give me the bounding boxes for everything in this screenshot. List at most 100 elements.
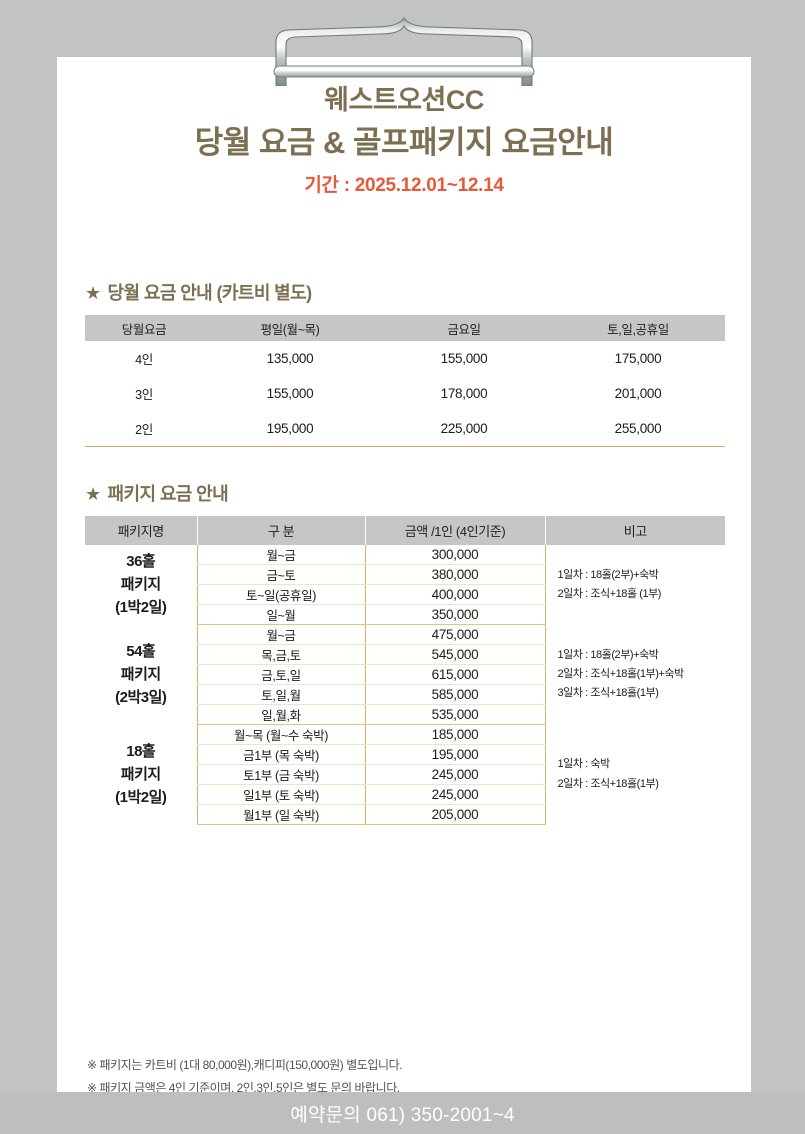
cell-amount: 380,000 (365, 564, 546, 585)
column-header-division: 구 분 (197, 516, 366, 545)
cell-weekday: 135,000 (266, 351, 314, 366)
cell-amount: 300,000 (365, 545, 546, 565)
package-name-line2: 패키지 (120, 576, 161, 594)
cell-amount: 585,000 (365, 684, 546, 705)
cell-weekday: 155,000 (266, 386, 314, 401)
cell-division: 일1부 (토 숙박) (196, 784, 366, 805)
paper-sheet: 웨스트오션CC 당월 요금 & 골프패키지 요금안내 기간 : 2025.12.… (57, 57, 751, 1119)
cell-amount: 545,000 (365, 644, 546, 665)
table-row: 18홀 패키지 (1박2일) 월~목 (월~수 숙박) 185,000 1일차 … (85, 724, 725, 806)
cell-friday: 155,000 (440, 351, 488, 366)
star-icon: ★ (85, 283, 101, 303)
table-row: 토1부 (금 숙박) 245,000 (85, 764, 725, 785)
cell-division: 월1부 (일 숙박) (196, 804, 366, 825)
cell-amount: 205,000 (365, 804, 546, 825)
package-name-cell: 18홀 패키지 (1박2일) (85, 725, 197, 825)
package-name-line1: 54홀 (126, 642, 156, 660)
cell-division: 일,월,화 (196, 704, 366, 725)
table-row: 3인 155,000 178,000 201,000 (85, 376, 725, 411)
cell-friday: 178,000 (440, 386, 488, 401)
table-row: 54홀 패키지 (2박3일) 월~금 475,000 1일차 : 18홀(2부)… (85, 624, 725, 706)
table-header-row: 당월요금 평일(월~목) 금요일 토,일,공휴일 (85, 315, 725, 341)
package-name-line2: 패키지 (120, 765, 161, 783)
cell-division: 목,금,토 (196, 644, 366, 665)
cell-amount: 245,000 (365, 784, 546, 805)
table-header-row: 패키지명 구 분 금액 /1인 (4인기준) 비고 (85, 516, 725, 545)
monthly-rate-table: 당월요금 평일(월~목) 금요일 토,일,공휴일 4인 135,000 155,… (85, 315, 725, 447)
reservation-contact: 예약문의 061) 350-2001~4 (290, 1104, 515, 1126)
table-row: 금,토,일 615,000 (85, 664, 725, 685)
remark-line2: 2일차 : 조식+18홀(1부)+숙박 (557, 667, 685, 680)
row-label: 2인 (85, 411, 203, 447)
package-name-line3: (2박3일) (115, 689, 167, 707)
monthly-section-heading: ★ 당월 요금 안내 (카트비 별도) (85, 279, 312, 305)
column-header-remark: 비고 (545, 516, 725, 545)
table-row: 일1부 (토 숙박) 245,000 (85, 784, 725, 805)
cell-division: 토~일(공휴일) (196, 584, 366, 605)
package-remark-cell: 1일차 : 18홀(2부)+숙박 2일차 : 조식+18홀(1부)+숙박 3일차… (545, 625, 725, 725)
package-name-line1: 18홀 (126, 742, 156, 760)
package-name-line1: 36홀 (126, 552, 156, 570)
table-row: 4인 135,000 155,000 175,000 (85, 341, 725, 376)
package-rate-table: 패키지명 구 분 금액 /1인 (4인기준) 비고 36홀 패키지 (1박2일)… (85, 516, 725, 825)
cell-amount: 185,000 (365, 724, 546, 745)
remark-line3: 3일차 : 조식+18홀(1부) (557, 687, 659, 700)
table-row: 토~일(공휴일) 400,000 (85, 584, 725, 605)
cell-division: 금,토,일 (196, 664, 366, 685)
row-label: 3인 (135, 388, 153, 402)
column-header-category: 당월요금 (85, 315, 203, 341)
poster-header: 웨스트오션CC 당월 요금 & 골프패키지 요금안내 기간 : 2025.12.… (57, 84, 751, 197)
cell-division: 토1부 (금 숙박) (196, 764, 366, 785)
column-header-weekday: 평일(월~목) (203, 315, 377, 341)
remark-line2: 2일차 : 조식+18홀 (1부) (557, 587, 662, 600)
table-row: 금1부 (목 숙박) 195,000 (85, 744, 725, 765)
monthly-section-heading-label: 당월 요금 안내 (카트비 별도) (107, 283, 313, 303)
table-row: 2인 195,000 225,000 255,000 (85, 411, 725, 447)
package-name-cell: 54홀 패키지 (2박3일) (85, 625, 197, 725)
table-row: 일,월,화 535,000 (85, 704, 725, 725)
cell-amount: 615,000 (365, 664, 546, 685)
cell-amount: 475,000 (365, 624, 546, 645)
remark-line1: 1일차 : 18홀(2부)+숙박 (557, 568, 659, 581)
cell-weekday: 195,000 (203, 411, 377, 447)
clipboard-clip-icon (273, 17, 535, 86)
page-title: 당월 요금 & 골프패키지 요금안내 (194, 124, 614, 160)
package-remark-cell: 1일차 : 18홀(2부)+숙박 2일차 : 조식+18홀 (1부) (545, 545, 725, 625)
remark-line2: 2일차 : 조식+18홀(1부) (557, 777, 659, 790)
remark-line1: 1일차 : 숙박 (557, 758, 611, 771)
package-name-cell: 36홀 패키지 (1박2일) (85, 545, 197, 625)
period-text: 기간 : 2025.12.01~12.14 (304, 174, 504, 196)
package-section-heading-label: 패키지 요금 안내 (107, 484, 229, 504)
table-row: 월1부 (일 숙박) 205,000 (85, 804, 725, 825)
column-header-amount: 금액 /1인 (4인기준) (365, 516, 546, 545)
cell-division: 토,일,월 (196, 684, 366, 705)
club-name: 웨스트오션CC (324, 85, 484, 115)
package-name-line3: (1박2일) (115, 599, 167, 617)
cell-division: 월~목 (월~수 숙박) (196, 724, 366, 745)
star-icon: ★ (85, 484, 101, 504)
package-name-line3: (1박2일) (115, 789, 167, 807)
package-name-line2: 패키지 (120, 665, 161, 683)
cell-division: 월~금 (196, 545, 366, 565)
cell-division: 금~토 (196, 564, 366, 585)
cell-weekend: 201,000 (614, 386, 662, 401)
cell-division: 금1부 (목 숙박) (196, 744, 366, 765)
cell-weekend: 175,000 (614, 351, 662, 366)
cell-amount: 245,000 (365, 764, 546, 785)
table-row: 36홀 패키지 (1박2일) 월~금 300,000 1일차 : 18홀(2부)… (85, 545, 725, 616)
cell-amount: 350,000 (365, 604, 546, 625)
package-section-heading: ★ 패키지 요금 안내 (85, 480, 229, 506)
footnote-item: ※ 패키지는 카트비 (1대 80,000원),캐디피(150,000원) 별도… (87, 1058, 403, 1072)
cell-friday: 225,000 (377, 411, 551, 447)
column-header-weekend: 토,일,공휴일 (551, 315, 725, 341)
table-row: 일~월 350,000 (85, 604, 725, 625)
cell-division: 일~월 (196, 604, 366, 625)
column-header-package-name: 패키지명 (85, 516, 198, 545)
cell-amount: 195,000 (365, 744, 546, 765)
cell-amount: 535,000 (365, 704, 546, 725)
table-row: 토,일,월 585,000 (85, 684, 725, 705)
table-row: 금~토 380,000 (85, 564, 725, 585)
column-header-friday: 금요일 (377, 315, 551, 341)
footer-bar: 예약문의 061) 350-2001~4 (0, 1092, 805, 1134)
